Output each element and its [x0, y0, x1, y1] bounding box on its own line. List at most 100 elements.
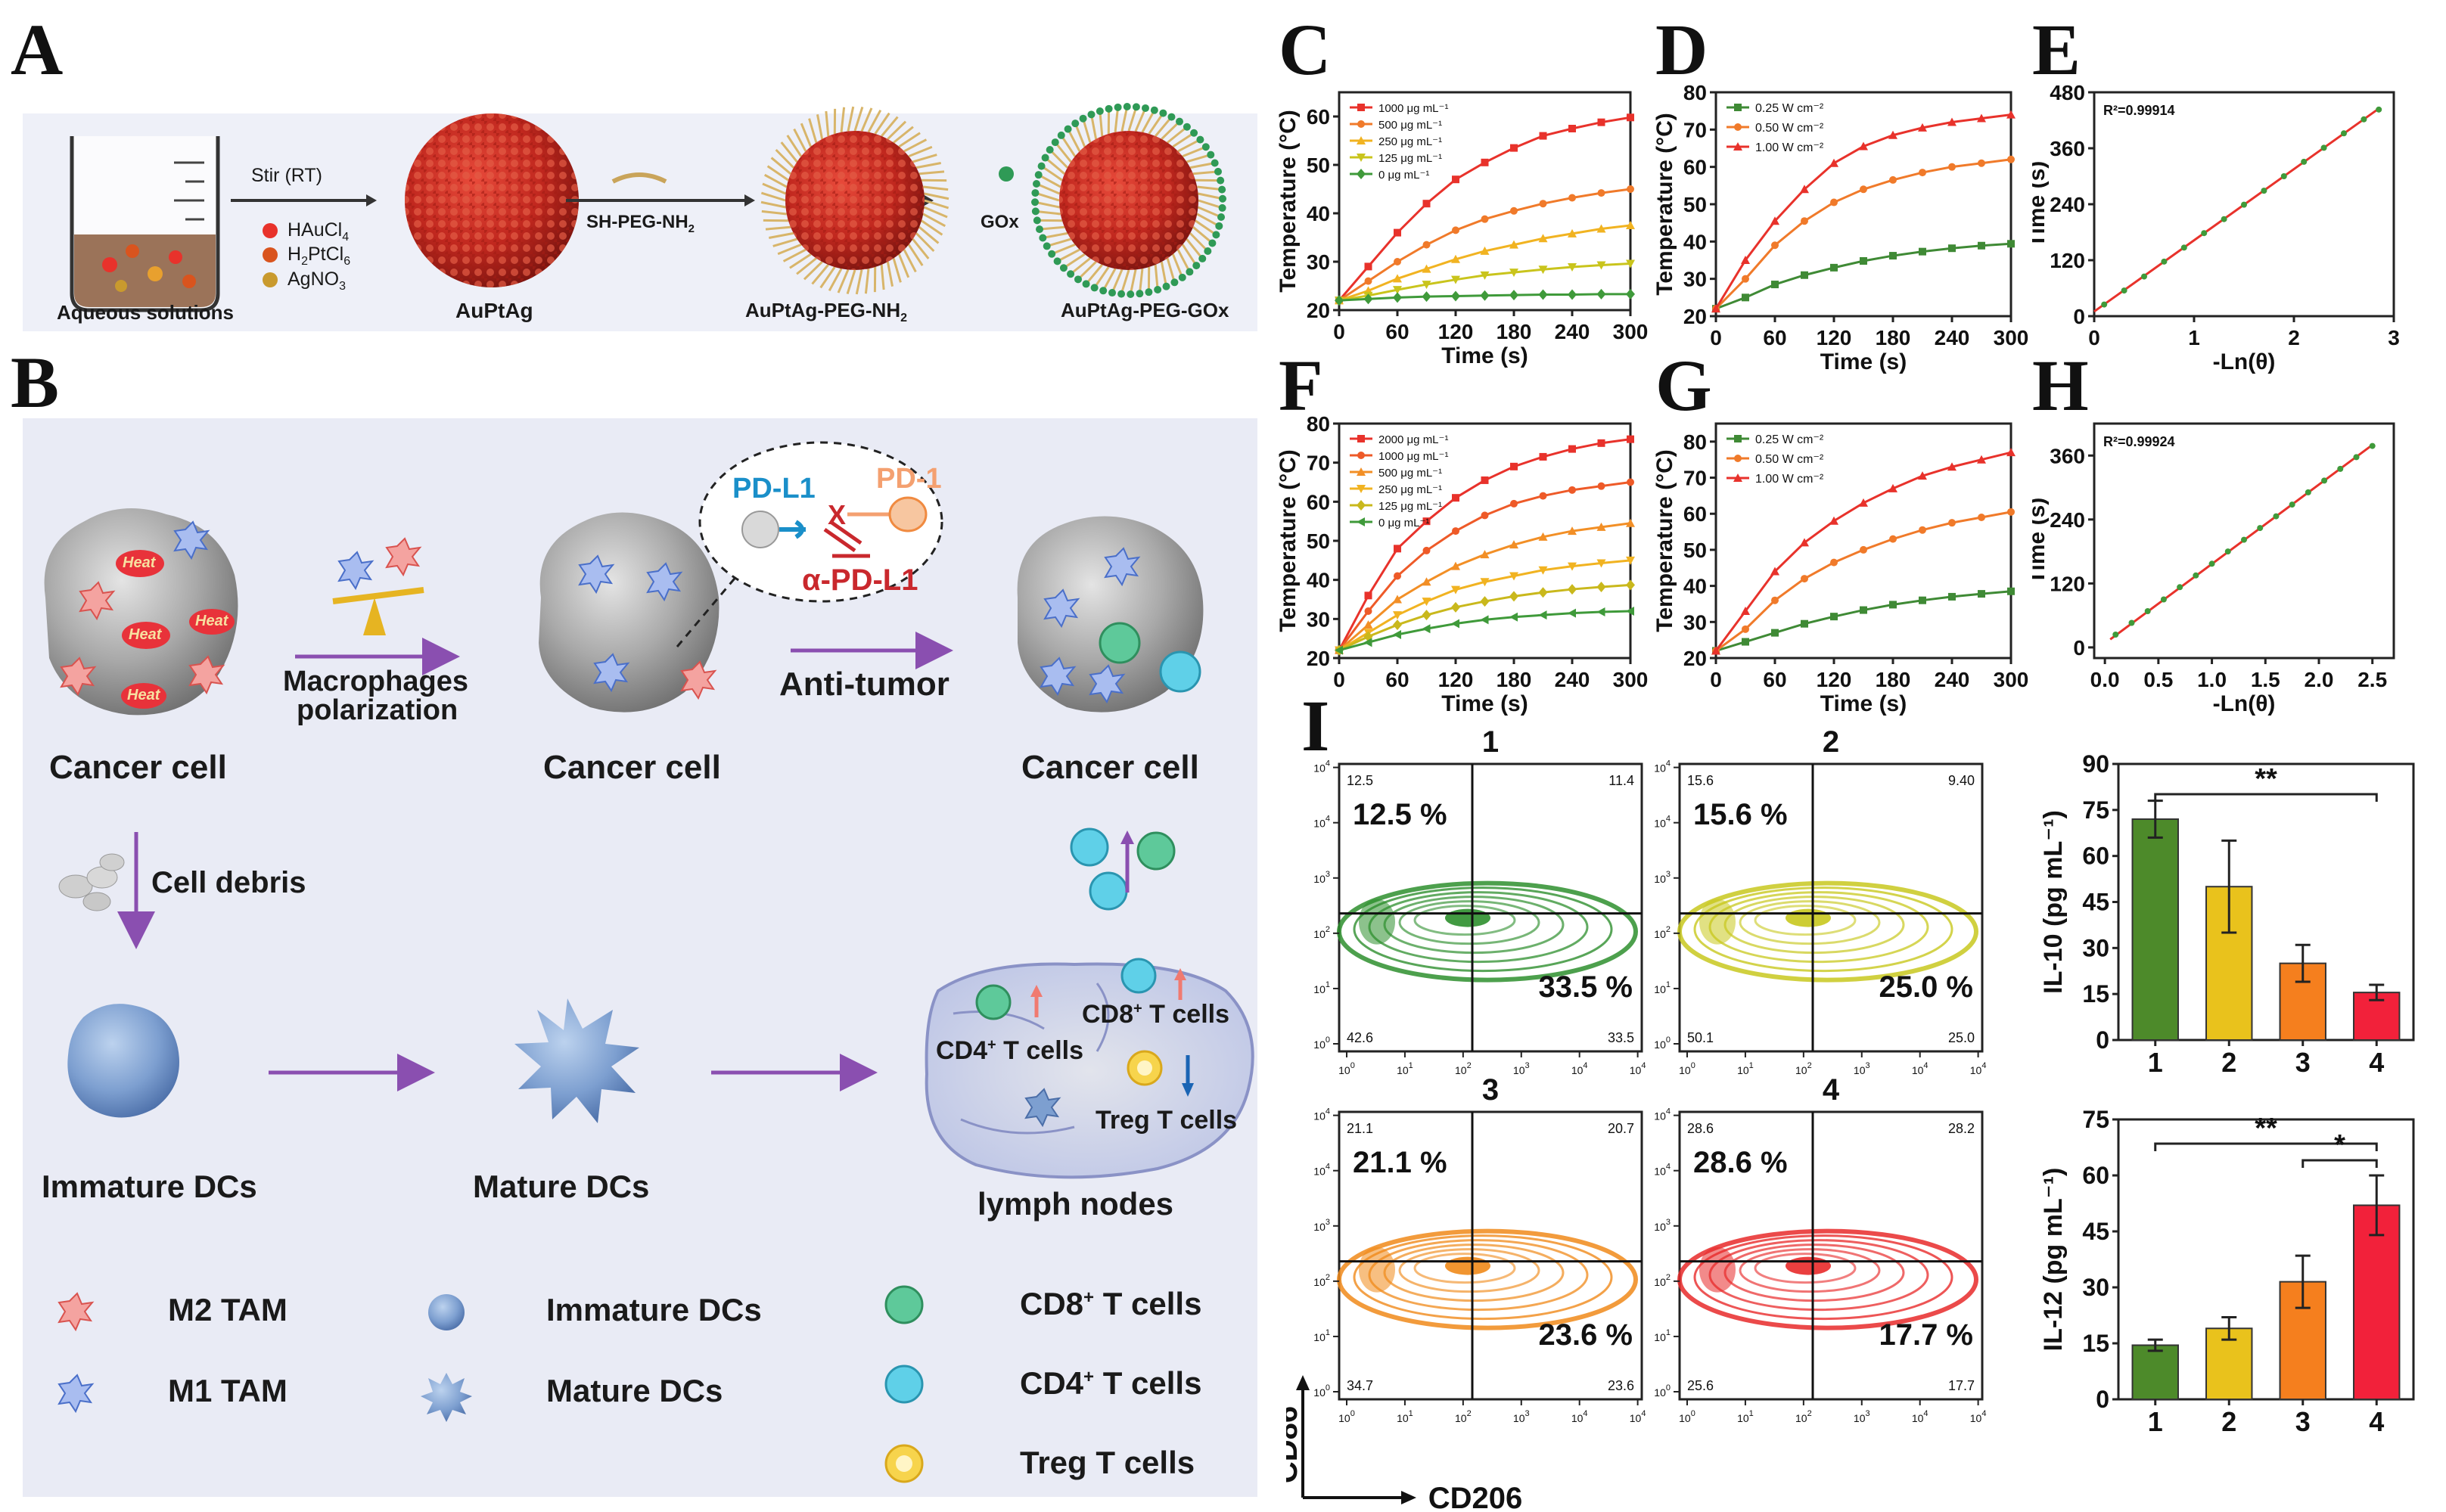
flow-x-tick-label: 103 — [1854, 1409, 1870, 1424]
auptag-gox-label: AuPtAg-PEG-GOx — [1061, 299, 1229, 321]
data-point — [1364, 277, 1372, 285]
x-tick-label: 2.0 — [2305, 668, 2334, 691]
data-point — [2121, 287, 2127, 294]
cd86-arrowhead — [1296, 1375, 1310, 1390]
legend-label: 1.00 W cm⁻² — [1755, 141, 1824, 154]
flow-y-tick-label: 104 — [1313, 815, 1330, 830]
y-tick-label: 60 — [1683, 502, 1707, 526]
y-tick-label: 480 — [2050, 81, 2085, 104]
data-point — [1364, 591, 1372, 600]
data-point — [1888, 130, 1897, 139]
panel-label-f: F — [1279, 345, 1323, 426]
legend-marker — [1357, 452, 1365, 459]
data-point — [1509, 572, 1518, 581]
data-point — [1770, 216, 1779, 225]
data-point — [1860, 606, 1867, 614]
data-point — [1568, 584, 1577, 595]
x-tick-label: 60 — [1763, 668, 1786, 691]
data-point — [2337, 465, 2344, 472]
data-point — [1978, 590, 1985, 598]
data-point — [1627, 435, 1634, 443]
legend-label: 1000 μg mL⁻¹ — [1378, 450, 1448, 463]
immature-dcs-label: Immature DCs — [42, 1169, 257, 1204]
x-tick-label: 1 — [2148, 1047, 2163, 1078]
data-point — [1919, 169, 1926, 177]
data-point — [1422, 517, 1431, 526]
chart-c: 0 60 120 180 240 300 20 30 40 50 60 Time (s) Tempera… — [1279, 91, 1648, 368]
data-point — [1741, 607, 1750, 615]
data-point — [1830, 558, 1838, 567]
data-point — [2320, 144, 2327, 151]
legend-marker — [1734, 435, 1742, 442]
quadrant-tl-value: 15.6 — [1687, 773, 1714, 788]
legend-marker — [1734, 104, 1742, 111]
legend-label: 250 μg mL⁻¹ — [1378, 483, 1442, 496]
contour-edge — [1699, 1247, 1736, 1293]
x-tick-label: 0 — [1710, 326, 1722, 349]
flow-y-tick-label: 104 — [1654, 1163, 1671, 1178]
x-tick-label: 240 — [1555, 320, 1590, 343]
contour-ring — [1413, 1253, 1516, 1284]
data-point — [1335, 295, 1344, 306]
data-point — [1538, 587, 1548, 598]
legend-cd4-tcells: CD4+ T cells — [1020, 1365, 1202, 1401]
flow-y-tick-label: 102 — [1313, 925, 1330, 940]
contour-ring — [1353, 886, 1613, 973]
flow-plot-title: 3 — [1482, 1073, 1499, 1107]
y-tick-label: 40 — [1307, 202, 1330, 225]
data-point — [2289, 501, 2295, 508]
data-point — [1538, 566, 1548, 575]
data-point — [1742, 638, 1749, 646]
data-point — [2101, 301, 2108, 308]
contour-core — [1445, 908, 1490, 927]
legend-label: 0 μg mL⁻¹ — [1378, 169, 1429, 182]
legend-marker — [1733, 142, 1742, 151]
data-point — [1451, 601, 1460, 613]
flow-y-tick-label: 103 — [1313, 870, 1330, 885]
data-point — [1509, 269, 1518, 278]
contour-ring — [1677, 1228, 1978, 1330]
data-point — [1481, 476, 1489, 484]
flow-y-tick-label: 104 — [1313, 759, 1330, 775]
x-tick-label: 240 — [1555, 668, 1590, 691]
data-point — [1948, 592, 1956, 601]
data-point — [1947, 117, 1956, 126]
contour-ring — [1754, 905, 1857, 936]
data-point — [1568, 562, 1577, 571]
data-point — [2369, 442, 2376, 449]
auptag-peg-label: AuPtAg-PEG-NH2 — [745, 299, 907, 325]
legend-label: 500 μg mL⁻¹ — [1378, 467, 1442, 480]
data-point — [1627, 185, 1634, 193]
y-tick-label: 0 — [2073, 636, 2085, 660]
contour-ring — [1693, 1234, 1953, 1321]
flow-plot-3: 3 21.1 20.7 34.7 23.6 21.1 % 23.6 % 100 100 101 10… — [1313, 1073, 1646, 1424]
significance-bracket — [2154, 1142, 2378, 1151]
flow-y-tick-label: 104 — [1313, 1163, 1330, 1178]
data-point — [1335, 645, 1343, 655]
panel-label-e: E — [2032, 9, 2081, 90]
flow-plot-2: 2 15.6 9.40 50.1 25.0 15.6 % 25.0 % 100 100 101 10… — [1654, 725, 1986, 1076]
y-tick-label: 40 — [1307, 569, 1330, 592]
flow-plot-1: 1 12.5 11.4 42.6 33.5 12.5 % 33.5 % 100 100 101 10… — [1313, 725, 1646, 1076]
x-tick-label: 4 — [2369, 1047, 2384, 1078]
heat-label-4: Heat — [127, 687, 160, 703]
significance-label: ** — [2255, 1113, 2277, 1144]
data-point — [1422, 624, 1431, 634]
chart-e: 0 1 2 3 0 120 240 360 480 -Ln(θ) Time (s) R²=0.9991… — [2032, 81, 2400, 374]
quadrant-br-value: 17.7 — [1948, 1378, 1975, 1393]
x-tick-label: 2 — [2288, 326, 2300, 349]
legend-label: 125 μg mL⁻¹ — [1378, 500, 1442, 513]
contour-ring — [1398, 900, 1540, 945]
contour-ring — [1754, 1253, 1857, 1284]
data-point — [1480, 290, 1490, 301]
data-point — [1626, 288, 1635, 300]
panel-label-d: D — [1655, 9, 1708, 90]
y-tick-label: 40 — [1683, 575, 1707, 598]
x-tick-label: 3 — [2295, 1406, 2311, 1437]
y-tick-label: 90 — [2082, 750, 2109, 778]
seesaw-icon — [332, 537, 424, 635]
x-tick-label: 180 — [1497, 668, 1532, 691]
y-tick-label: 75 — [2082, 1106, 2109, 1133]
legend-label: 125 μg mL⁻¹ — [1378, 152, 1442, 165]
data-point — [1509, 612, 1518, 622]
